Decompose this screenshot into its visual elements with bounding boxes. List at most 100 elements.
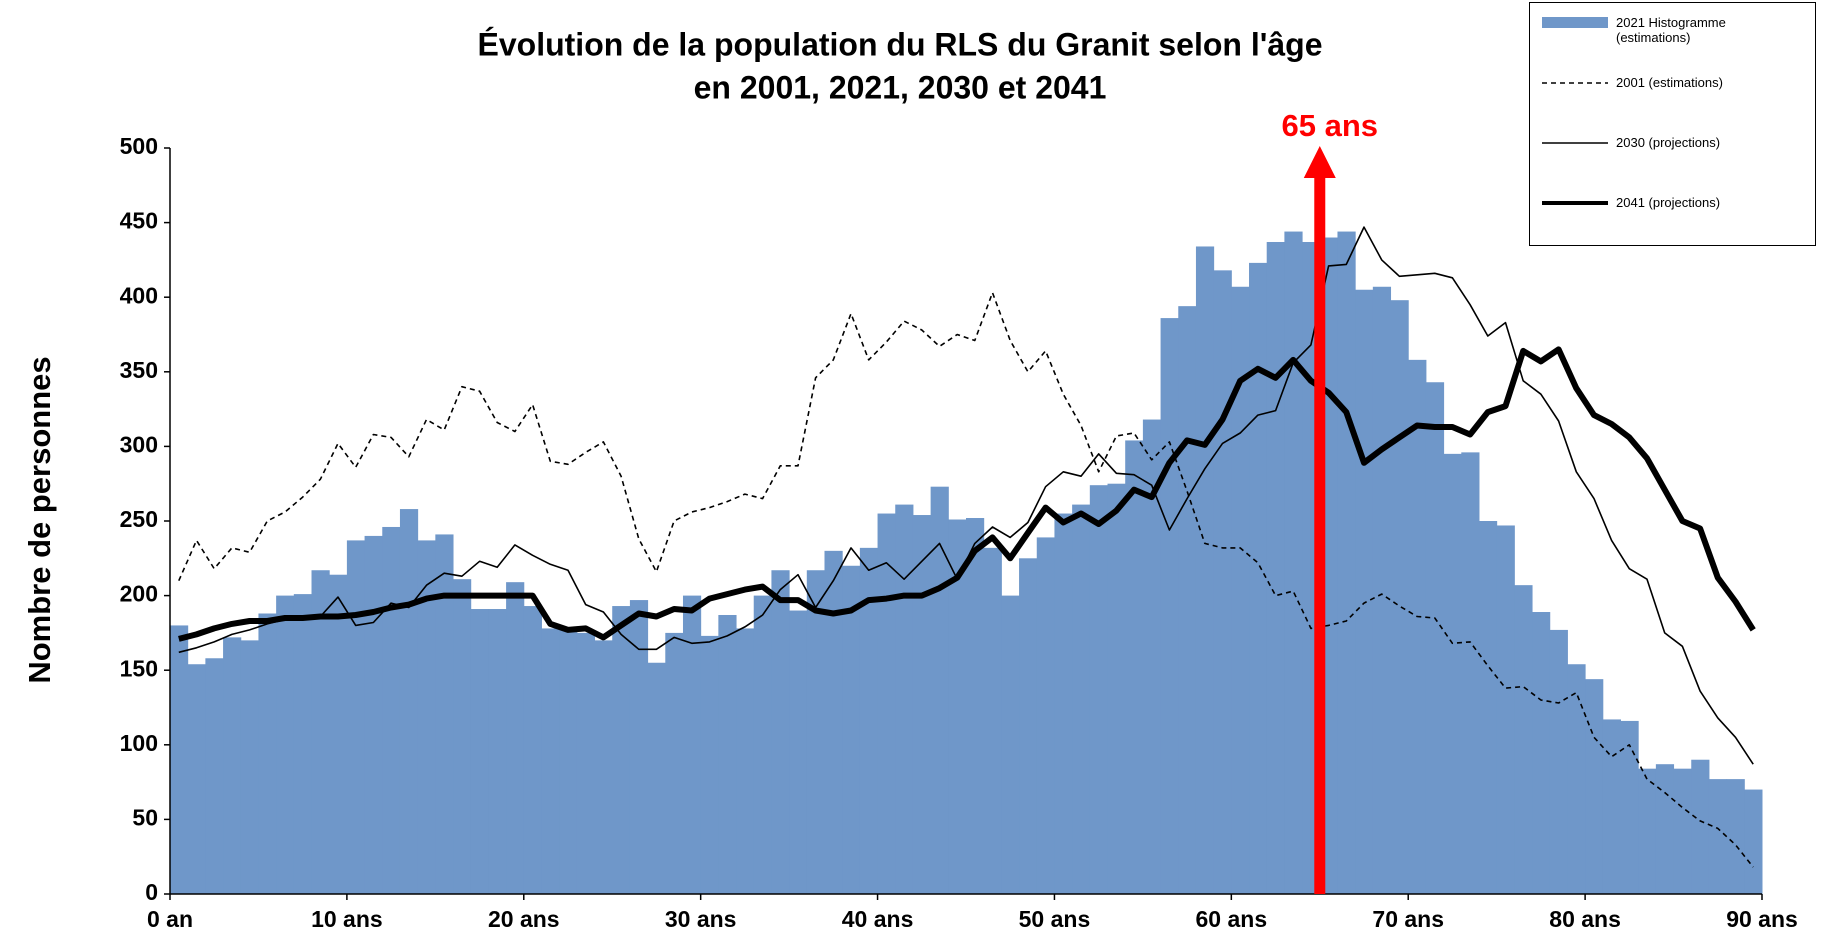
x-tick-label: 90 ans xyxy=(1726,906,1798,932)
histogram-bar xyxy=(541,628,560,894)
histogram-bar xyxy=(1107,483,1126,894)
histogram-bar xyxy=(576,632,596,894)
x-tick-label: 60 ans xyxy=(1196,906,1268,932)
histogram-bar xyxy=(789,610,808,894)
annotation-arrow-head xyxy=(1303,146,1336,178)
histogram-bar xyxy=(647,662,666,894)
histogram-bar xyxy=(276,595,295,894)
y-axis-label: Nombre de personnes xyxy=(22,356,57,683)
histogram-bar xyxy=(1478,521,1498,894)
histogram-bar xyxy=(1585,679,1604,894)
histogram-bar xyxy=(1673,768,1692,894)
histogram-bar xyxy=(930,486,949,894)
histogram-bar xyxy=(1266,241,1285,895)
histogram-bar xyxy=(1355,289,1374,894)
histogram-bar xyxy=(753,595,772,894)
histogram-bar xyxy=(1195,246,1215,895)
histogram-bar xyxy=(470,609,489,894)
x-tick-label: 70 ans xyxy=(1372,906,1444,932)
histogram-bar xyxy=(1567,664,1586,894)
histogram-bar xyxy=(1372,286,1392,895)
chart-title: Évolution de la population du RLS du Gra… xyxy=(478,26,1323,62)
legend-label: 2041 (projections) xyxy=(1616,195,1721,210)
histogram-bar xyxy=(1744,789,1763,894)
x-tick-label: 10 ans xyxy=(311,906,383,932)
histogram-bar xyxy=(1036,537,1055,894)
y-tick-label: 350 xyxy=(120,357,158,383)
histogram-bar xyxy=(382,526,401,894)
axes: 0 50 100 150 200 250 300 350 400 450 500 0 an 10 ans… xyxy=(120,133,1798,932)
histogram-bar xyxy=(1638,768,1657,894)
histogram-bar xyxy=(665,632,684,894)
annotation: 65 ans xyxy=(1282,108,1379,894)
histogram-bar xyxy=(453,579,472,894)
histogram-bar xyxy=(948,519,967,894)
histogram-bar xyxy=(1249,262,1268,894)
histogram-bar xyxy=(700,635,719,894)
histogram-bar xyxy=(223,637,242,894)
legend-swatch xyxy=(1542,142,1608,144)
histogram-bar xyxy=(1514,585,1533,894)
histogram-bar xyxy=(435,534,454,894)
legend-entry: 2041 (projections) xyxy=(1540,195,1766,211)
histogram-bar xyxy=(1549,629,1568,894)
histogram-bar xyxy=(1142,419,1162,894)
histogram-bar xyxy=(895,504,914,894)
histogram-bar xyxy=(523,606,542,894)
histogram-bar xyxy=(399,509,419,894)
histogram-bar xyxy=(736,628,755,894)
histogram-bar xyxy=(170,625,189,894)
histogram-bar xyxy=(311,570,330,894)
histogram-bar xyxy=(1019,558,1038,894)
x-tick-label: 0 an xyxy=(147,906,193,932)
y-tick-label: 100 xyxy=(120,730,158,756)
x-tick-label: 40 ans xyxy=(842,906,914,932)
y-tick-label: 150 xyxy=(120,655,158,681)
histogram-bar xyxy=(1532,612,1551,894)
histogram-bar xyxy=(1655,764,1675,894)
histogram-bar xyxy=(594,640,613,894)
legend-swatch xyxy=(1542,201,1608,205)
histogram-bar xyxy=(1726,779,1745,894)
legend-entry: 2001 (estimations) xyxy=(1540,75,1766,91)
histogram-bar xyxy=(912,515,932,894)
line-series xyxy=(178,346,1756,642)
histogram-bar xyxy=(1602,719,1621,894)
x-tick-label: 50 ans xyxy=(1019,906,1091,932)
histogram-bar xyxy=(983,547,1002,894)
x-tick-label: 20 ans xyxy=(488,906,560,932)
legend-label: 2001 (estimations) xyxy=(1616,75,1723,90)
x-tick-label: 30 ans xyxy=(665,906,737,932)
histogram-bar xyxy=(559,628,578,894)
histogram-bar xyxy=(205,658,224,894)
histogram-bar xyxy=(1054,513,1073,894)
histogram-bar xyxy=(417,540,436,894)
histogram-bar xyxy=(293,594,313,894)
y-tick-label: 0 xyxy=(145,879,158,905)
histogram-bar xyxy=(1072,504,1091,894)
legend-entry: 2021 Histogramme (estimations) xyxy=(1540,15,1766,45)
histogram-bar xyxy=(1496,525,1515,894)
annotation-label: 65 ans xyxy=(1282,108,1379,143)
histogram-bar xyxy=(842,565,861,894)
histogram-bar xyxy=(629,600,649,894)
y-tick-label: 450 xyxy=(120,208,158,234)
y-tick-label: 250 xyxy=(120,506,158,532)
lines xyxy=(178,226,1756,868)
histogram-bar xyxy=(1231,286,1250,895)
histogram-bar xyxy=(1708,779,1728,894)
histogram-bar xyxy=(364,535,383,894)
histogram-bar xyxy=(1461,452,1480,894)
histogram-bar xyxy=(806,570,825,894)
histogram-bar xyxy=(506,582,525,894)
histogram-bar xyxy=(329,574,348,894)
histogram-bar xyxy=(1213,270,1232,894)
x-tick-label: 80 ans xyxy=(1549,906,1621,932)
legend-swatch xyxy=(1542,82,1608,84)
histogram-bar xyxy=(346,540,366,894)
histogram-bar xyxy=(1443,453,1462,894)
legend-label: 2021 Histogramme (estimations) xyxy=(1616,15,1726,45)
histogram-bar xyxy=(1408,359,1427,894)
